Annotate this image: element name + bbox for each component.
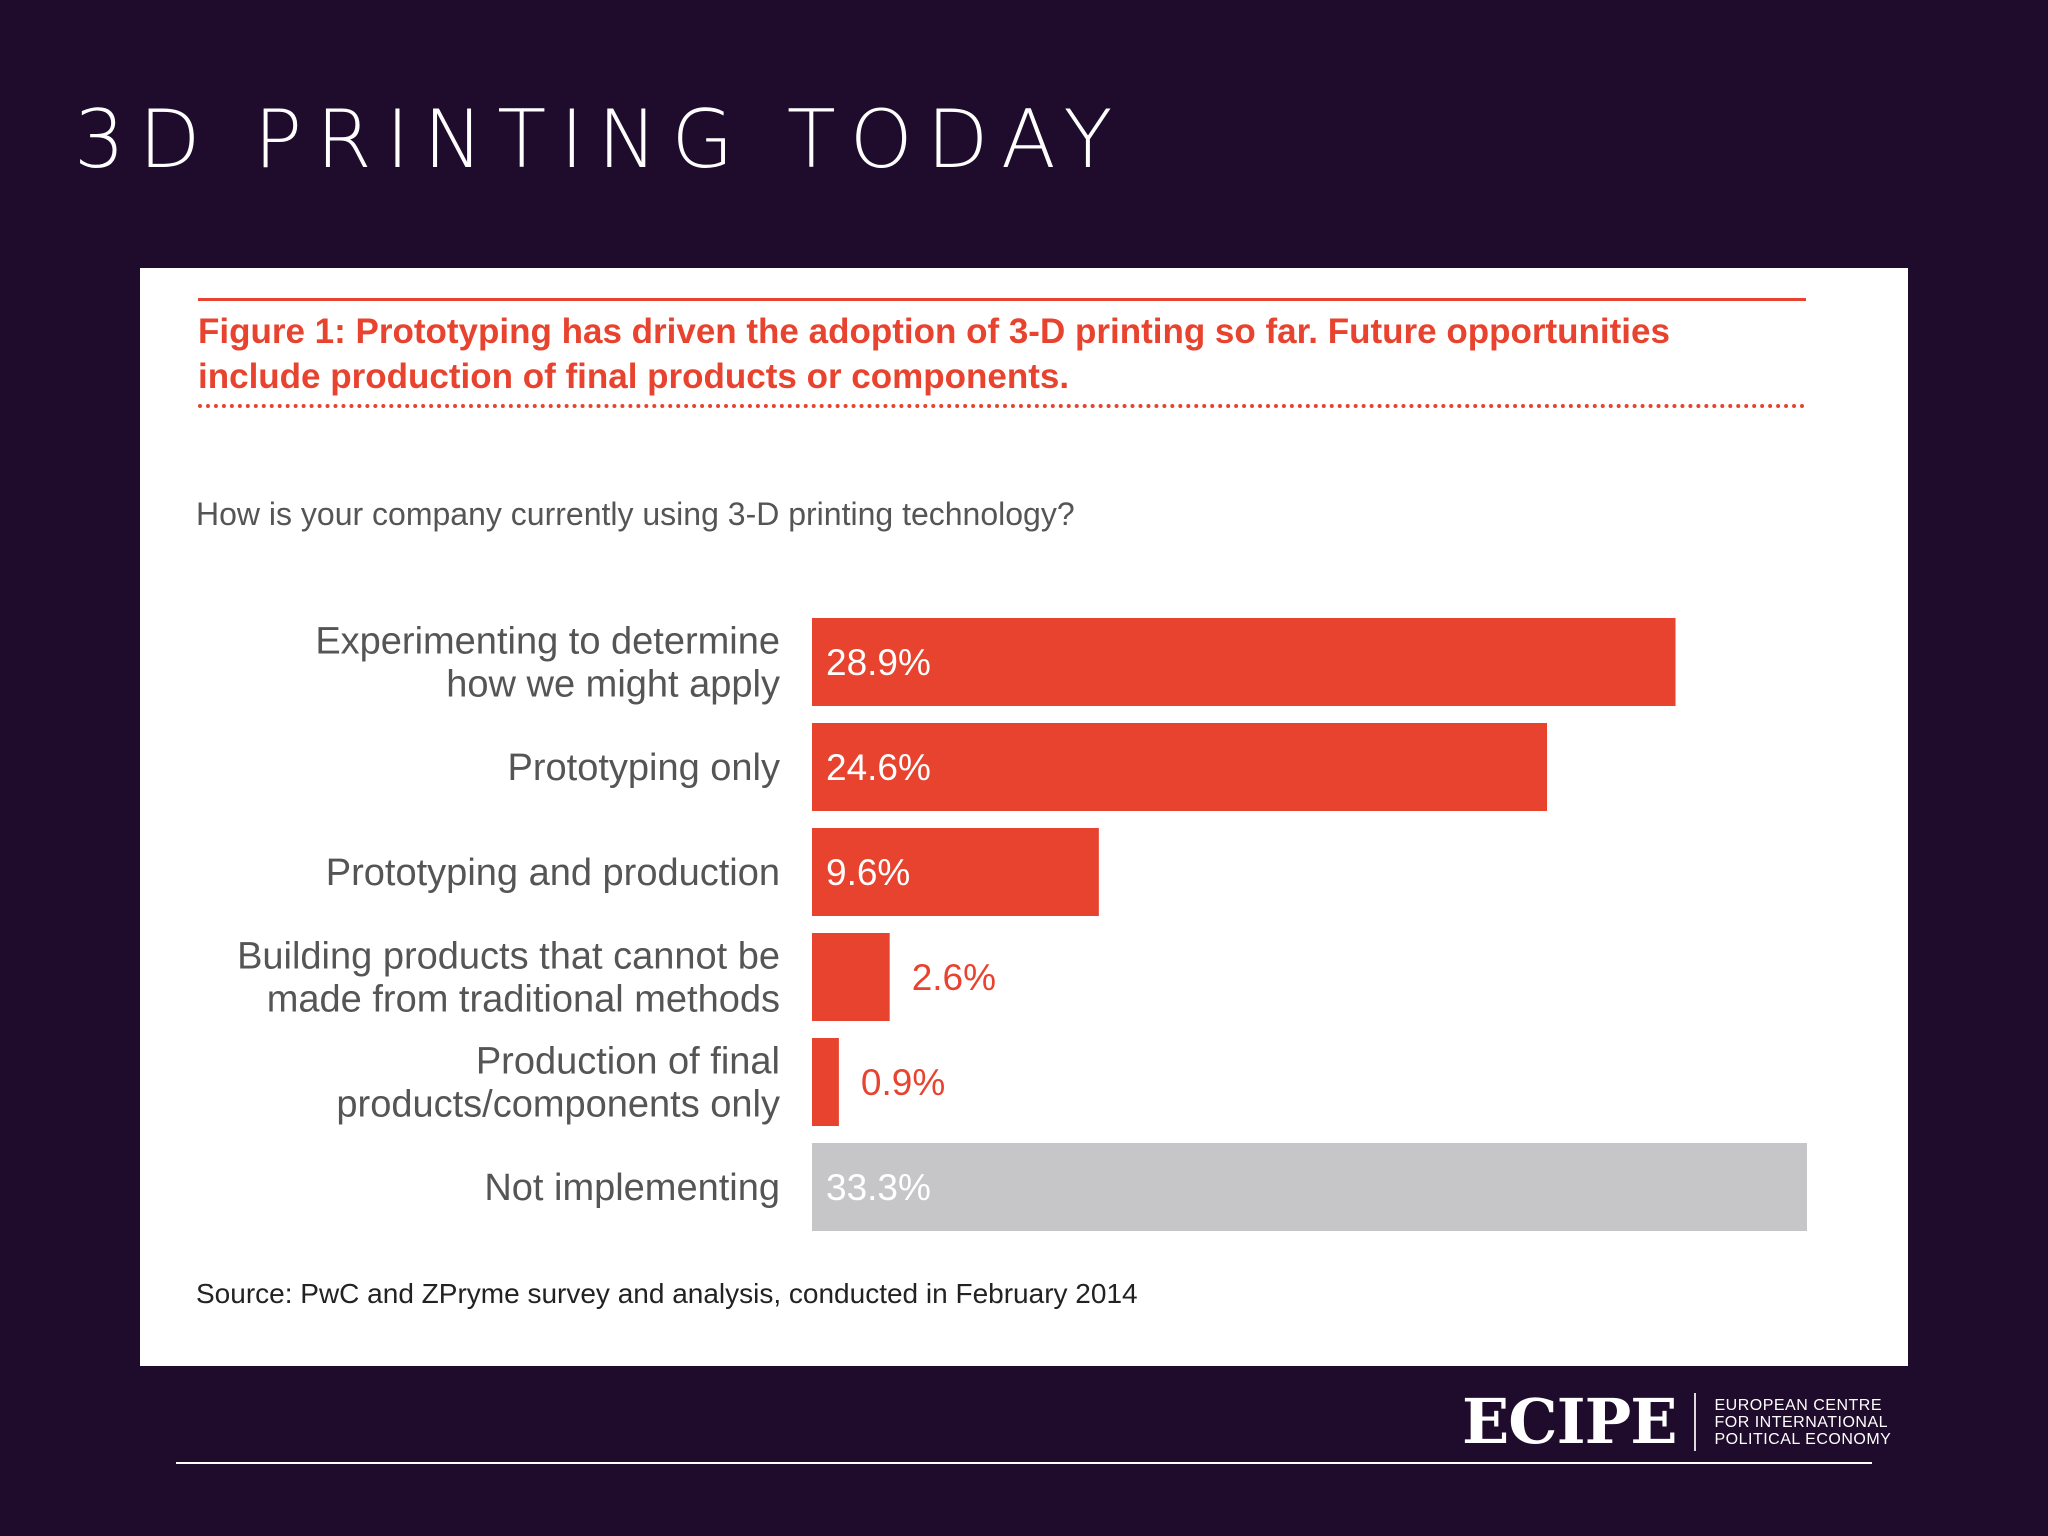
value-label-3: 2.6% [912,957,996,998]
ecipe-logo: ECIPE EUROPEAN CENTRE FOR INTERNATIONAL … [1462,1385,1891,1458]
logo-line-2: FOR INTERNATIONAL [1714,1413,1889,1431]
category-label-5-0: Not implementing [484,1167,780,1209]
figure-caption-line-1: Figure 1: Prototyping has driven the ado… [198,312,1670,351]
caption-top-rule [198,298,1806,301]
category-label-3-1: made from traditional methods [267,979,780,1021]
logo-line-3: POLITICAL ECONOMY [1714,1430,1892,1448]
value-label-2: 9.6% [826,852,910,893]
category-label-0-1: how we might apply [446,664,780,706]
value-label-1: 24.6% [826,747,931,788]
bar-2 [812,828,1099,916]
logo-separator [1694,1393,1697,1451]
bar-0 [812,618,1676,706]
slide-title: 3D PRINTING TODAY [74,93,1127,186]
category-label-0-0: Experimenting to determine [315,621,780,663]
footer-rule [176,1462,1872,1464]
survey-question: How is your company currently using 3-D … [196,496,1075,532]
bar-3 [812,933,890,1021]
logo-mark: ECIPE [1462,1385,1677,1458]
category-label-4-0: Production of final [476,1041,780,1083]
logo-text: EUROPEAN CENTRE FOR INTERNATIONAL POLITI… [1714,1397,1891,1448]
value-label-0: 28.9% [826,642,931,683]
value-label-5: 33.3% [826,1167,931,1208]
bar-4 [812,1038,839,1126]
logo-line-1: EUROPEAN CENTRE [1714,1396,1883,1414]
caption-dotted-rule [198,404,1806,408]
category-label-4-1: products/components only [336,1084,780,1126]
source-note: Source: PwC and ZPryme survey and analys… [196,1278,1138,1309]
figure-panel: Figure 1: Prototyping has driven the ado… [140,268,1908,1366]
bar-5 [812,1143,1807,1231]
category-label-1-0: Prototyping only [508,747,781,789]
bar-1 [812,723,1548,811]
figure-caption-line-2: include production of final products or … [198,357,1070,396]
figure-caption: Figure 1: Prototyping has driven the ado… [198,309,1818,399]
category-label-2-0: Prototyping and production [326,852,780,894]
category-label-3-0: Building products that cannot be [237,936,780,978]
value-label-4: 0.9% [861,1062,945,1103]
